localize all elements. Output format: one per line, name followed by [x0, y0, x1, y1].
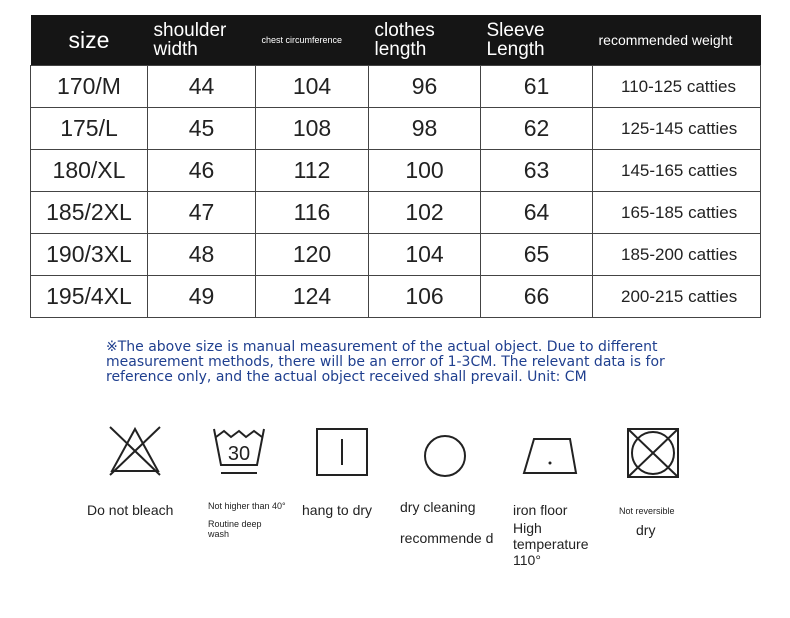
table-cell: 64: [480, 191, 593, 234]
table-cell: 106: [368, 275, 481, 318]
iron-icon: [522, 438, 578, 474]
table-row: 185/2XL 47 116 102 64 165-185 catties: [30, 191, 761, 234]
table-row: 195/4XL 49 124 106 66 200-215 catties: [30, 275, 761, 318]
table-cell: 66: [480, 275, 593, 318]
header-clothes-length: clothes length: [368, 15, 481, 66]
table-cell: 104: [368, 233, 481, 276]
hang-label: hang to dry: [302, 502, 373, 518]
table-cell: 62: [480, 107, 593, 150]
dry-clean-label-2: recommende d: [400, 530, 494, 546]
table-cell: 96: [368, 65, 481, 108]
table-cell: 45: [147, 107, 256, 150]
bleach-label: Do not bleach: [87, 502, 174, 518]
table-cell: 125-145 catties: [592, 107, 761, 150]
table-cell: 104: [255, 65, 369, 108]
table-cell: 145-165 catties: [592, 149, 761, 192]
tumble-label-2: dry: [636, 522, 656, 538]
iron-label-1: iron floor: [513, 502, 568, 518]
table-cell: 124: [255, 275, 369, 318]
header-weight: recommended weight: [592, 15, 761, 66]
header-shoulder-width: shoulder width: [147, 15, 256, 66]
table-cell: 112: [255, 149, 369, 192]
header-chest: chest circumference: [255, 15, 369, 66]
table-cell: 200-215 catties: [592, 275, 761, 318]
table-cell: 185/2XL: [30, 191, 148, 234]
table-cell: 116: [255, 191, 369, 234]
svg-text:30: 30: [228, 443, 250, 465]
table-cell: 180/XL: [30, 149, 148, 192]
table-row: 170/M 44 104 96 61 110-125 catties: [30, 65, 761, 108]
table-cell: 44: [147, 65, 256, 108]
table-cell: 185-200 catties: [592, 233, 761, 276]
table-cell: 65: [480, 233, 593, 276]
table-cell: 195/4XL: [30, 275, 148, 318]
table-cell: 47: [147, 191, 256, 234]
table-header-row: size shoulder width chest circumference …: [30, 15, 761, 66]
table-cell: 100: [368, 149, 481, 192]
table-cell: 175/L: [30, 107, 148, 150]
hang-to-dry-icon: [316, 428, 368, 476]
measurement-note: ※The above size is manual measurement of…: [106, 339, 665, 385]
table-row: 175/L 45 108 98 62 125-145 catties: [30, 107, 761, 150]
tumble-label-1: Not reversible: [619, 506, 675, 516]
table-cell: 170/M: [30, 65, 148, 108]
table-cell: 110-125 catties: [592, 65, 761, 108]
table-cell: 61: [480, 65, 593, 108]
table-cell: 63: [480, 149, 593, 192]
table-cell: 108: [255, 107, 369, 150]
table-cell: 190/3XL: [30, 233, 148, 276]
table-cell: 49: [147, 275, 256, 318]
dry-clean-icon: [424, 435, 466, 477]
table-cell: 102: [368, 191, 481, 234]
table-row: 180/XL 46 112 100 63 145-165 catties: [30, 149, 761, 192]
do-not-bleach-icon: [109, 426, 161, 476]
header-sleeve-length: Sleeve Length: [480, 15, 593, 66]
do-not-tumble-dry-icon: [627, 428, 679, 478]
size-chart-table: size shoulder width chest circumference …: [30, 15, 761, 318]
table-cell: 120: [255, 233, 369, 276]
wash-label-2: Routine deep wash: [208, 519, 262, 539]
table-cell: 46: [147, 149, 256, 192]
iron-label-2: High temperature 110°: [513, 520, 589, 568]
table-cell: 165-185 catties: [592, 191, 761, 234]
table-row: 190/3XL 48 120 104 65 185-200 catties: [30, 233, 761, 276]
header-size: size: [30, 15, 148, 66]
wash-30-icon: 30: [213, 428, 265, 474]
table-cell: 48: [147, 233, 256, 276]
dry-clean-label-1: dry cleaning: [400, 499, 476, 515]
table-cell: 98: [368, 107, 481, 150]
wash-label-1: Not higher than 40°: [208, 501, 286, 511]
